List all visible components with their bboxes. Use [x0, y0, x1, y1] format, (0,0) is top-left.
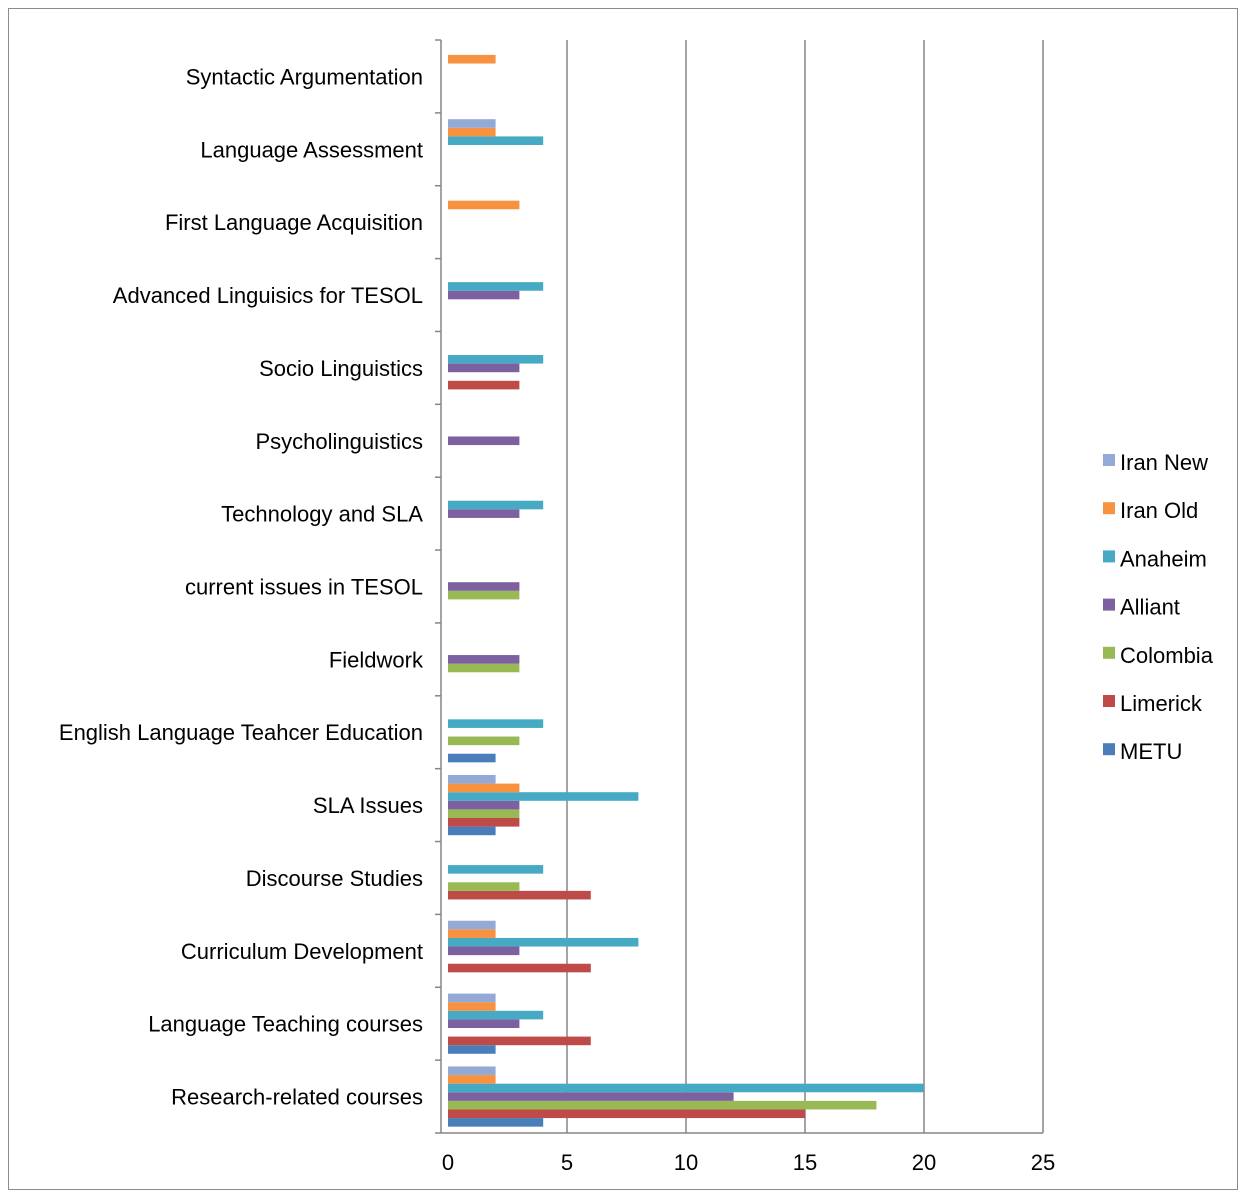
- chart-frame: [8, 8, 1238, 1190]
- legend-label: Alliant: [1120, 595, 1180, 620]
- bar-iran-old: [448, 1075, 496, 1084]
- bar-anaheim: [448, 865, 544, 874]
- bar-metu: [448, 753, 496, 763]
- bar-alliant: [448, 1092, 734, 1101]
- legend-label: Limerick: [1120, 691, 1203, 716]
- category-label: Technology and SLA: [221, 502, 423, 527]
- category-label: Research-related courses: [171, 1085, 423, 1110]
- axis: [435, 39, 1043, 1134]
- bar-iran-new: [448, 775, 496, 784]
- category-label: SLA Issues: [313, 793, 423, 818]
- bar-limerick: [448, 1109, 805, 1119]
- bar-anaheim: [448, 136, 544, 145]
- x-tick-label: 15: [793, 1150, 817, 1175]
- bar-alliant: [448, 363, 520, 373]
- x-tick-label: 0: [442, 1150, 454, 1175]
- bars: [448, 54, 924, 1127]
- legend-label: Anaheim: [1120, 546, 1207, 571]
- bar-alliant: [448, 655, 520, 664]
- bar-anaheim: [448, 282, 544, 291]
- legend-swatch: [1103, 454, 1115, 466]
- bar-metu: [448, 826, 496, 836]
- category-label: English Language Teahcer Education: [59, 720, 423, 745]
- bar-anaheim: [448, 1010, 544, 1020]
- category-label: Advanced Linguisics for TESOL: [113, 283, 423, 308]
- bar-iran-new: [448, 119, 496, 128]
- bar-alliant: [448, 436, 520, 446]
- bar-limerick: [448, 1036, 591, 1046]
- bar-alliant: [448, 509, 520, 518]
- category-label: Language Assessment: [200, 137, 423, 162]
- bar-colombia: [448, 1100, 877, 1110]
- bar-limerick: [448, 818, 520, 827]
- legend-swatch: [1103, 550, 1115, 563]
- bar-colombia: [448, 809, 520, 818]
- legend-swatch: [1103, 646, 1115, 659]
- bar-iran-new: [448, 993, 496, 1003]
- legend-label: Iran Old: [1120, 498, 1198, 523]
- x-tick-label: 10: [674, 1150, 698, 1175]
- x-tick-label: 5: [561, 1150, 573, 1175]
- legend-label: Iran New: [1120, 450, 1208, 475]
- gridlines: [566, 40, 1044, 1133]
- bar-anaheim: [448, 792, 639, 801]
- tick-labels: 0 5 10 15 20 25: [442, 1150, 1055, 1175]
- legend-swatch: [1103, 695, 1115, 707]
- category-label: Syntactic Argumentation: [186, 64, 423, 89]
- x-tick-label: 20: [912, 1150, 936, 1175]
- bar-alliant: [448, 582, 520, 591]
- bar-iran-old: [448, 929, 496, 938]
- bar-alliant: [448, 800, 520, 810]
- legend-swatch: [1103, 743, 1115, 756]
- bar-limerick: [448, 963, 591, 973]
- category-label: Fieldwork: [329, 647, 424, 672]
- bar-alliant: [448, 1019, 520, 1028]
- category-label: First Language Acquisition: [165, 210, 423, 235]
- bar-iran-old: [448, 783, 520, 793]
- bar-iran-old: [448, 200, 520, 210]
- legend-swatch: [1103, 502, 1115, 515]
- bar-iran-new: [448, 1066, 496, 1076]
- bar-colombia: [448, 663, 520, 673]
- category-label: current issues in TESOL: [185, 575, 423, 600]
- bar-colombia: [448, 882, 520, 891]
- bar-iran-new: [448, 920, 496, 930]
- bar-iran-old: [448, 127, 496, 137]
- category-label: Language Teaching courses: [148, 1012, 423, 1037]
- bar-colombia: [448, 590, 520, 600]
- bar-limerick: [448, 380, 520, 390]
- bar-metu: [448, 1118, 544, 1127]
- legend-label: METU: [1120, 739, 1182, 764]
- category-label: Curriculum Development: [181, 939, 423, 964]
- bar-alliant: [448, 946, 520, 956]
- x-tick-label: 25: [1031, 1150, 1055, 1175]
- bar-alliant: [448, 290, 520, 300]
- category-label: Psycholinguistics: [255, 429, 423, 454]
- bar-iran-old: [448, 1002, 496, 1011]
- bar-anaheim: [448, 937, 639, 947]
- bar-anaheim: [448, 1083, 924, 1093]
- bar-anaheim: [448, 500, 544, 510]
- legend-label: Colombia: [1120, 643, 1214, 668]
- legend-swatch: [1103, 598, 1115, 611]
- category-label: Socio Linguistics: [259, 356, 423, 381]
- bar-colombia: [448, 736, 520, 746]
- legend: Iran New Iran Old Anaheim Alliant Colombia Li…: [1103, 450, 1214, 764]
- bar-anaheim: [448, 719, 544, 728]
- category-label: Discourse Studies: [246, 866, 423, 891]
- category-labels: Research-related courses Language Teachin…: [59, 64, 424, 1109]
- bar-anaheim: [448, 355, 544, 364]
- bar-iran-old: [448, 54, 496, 64]
- bar-limerick: [448, 890, 591, 900]
- bar-metu: [448, 1045, 496, 1054]
